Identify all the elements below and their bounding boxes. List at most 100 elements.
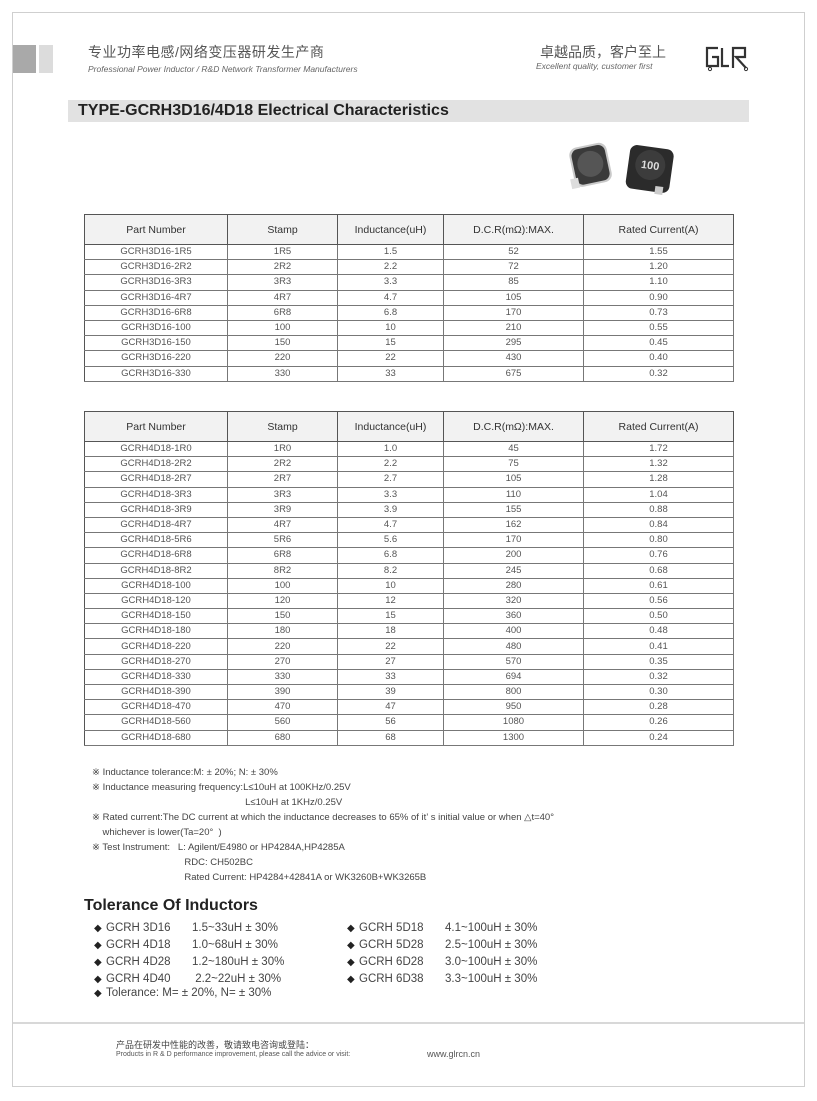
cell-part-number: GCRH4D18-120 [84, 592, 228, 610]
diamond-bullet-icon: ◆ [94, 940, 102, 951]
cell-stamp: 150 [227, 608, 338, 625]
cell-inductance: 18 [337, 623, 444, 640]
model-name: GCRH 3D16 [106, 922, 171, 934]
cell-rated-current: 0.84 [583, 516, 734, 534]
cell-stamp: 220 [227, 638, 338, 655]
table-row: GCRH4D18-3R3 3R3 3.3 110 1.04 [84, 486, 734, 503]
cell-stamp: 680 [227, 729, 338, 746]
diamond-bullet-icon: ◆ [347, 940, 355, 951]
note-line: Rated Current: HP4284+42841A or WK3260B+… [92, 872, 427, 883]
spec-table-3d16: Part Number Stamp Inductance(uH) D.C.R(m… [84, 214, 734, 382]
cell-inductance: 8.2 [337, 562, 444, 579]
col-dcr: D.C.R(mΩ):MAX. [443, 411, 584, 442]
cell-inductance: 2.2 [337, 259, 444, 276]
tolerance-item: ◆ GCRH 4D28 1.2~180uH ± 30% [94, 954, 284, 971]
tolerance-summary-text: Tolerance: M= ± 20%, N= ± 30% [106, 987, 272, 999]
diamond-bullet-icon: ◆ [347, 974, 355, 985]
header-decor-block [39, 45, 53, 73]
table-row: GCRH4D18-4R7 4R7 4.7 162 0.84 [84, 516, 734, 534]
cell-part-number: GCRH4D18-2R2 [84, 456, 228, 473]
tolerance-summary: ◆ Tolerance: M= ± 20%, N= ± 30% [94, 985, 271, 1002]
cell-rated-current: 0.28 [583, 699, 734, 716]
cell-part-number: GCRH4D18-3R3 [84, 486, 228, 503]
cell-inductance: 39 [337, 683, 444, 701]
table-row: GCRH3D16-4R7 4R7 4.7 105 0.90 [84, 289, 734, 306]
cell-part-number: GCRH4D18-4R7 [84, 516, 228, 534]
website-link[interactable]: www.glrcn.cn [427, 1049, 481, 1059]
table-row: GCRH4D18-120 120 12 320 0.56 [84, 592, 734, 610]
cell-dcr: 1080 [443, 714, 584, 731]
table-row: GCRH4D18-100 100 10 280 0.61 [84, 577, 734, 594]
cell-rated-current: 0.48 [583, 623, 734, 640]
col-inductance: Inductance(uH) [337, 214, 444, 245]
cell-dcr: 800 [443, 683, 584, 701]
diamond-bullet-icon: ◆ [347, 923, 355, 934]
cell-part-number: GCRH3D16-100 [84, 319, 228, 337]
cell-part-number: GCRH4D18-1R0 [84, 440, 228, 458]
cell-part-number: GCRH3D16-3R3 [84, 274, 228, 291]
cell-part-number: GCRH3D16-4R7 [84, 289, 228, 306]
cell-inductance: 22 [337, 638, 444, 655]
cell-rated-current: 0.90 [583, 289, 734, 306]
cell-dcr: 72 [443, 259, 584, 276]
model-name: GCRH 4D40 [106, 973, 171, 985]
cell-rated-current: 0.50 [583, 608, 734, 625]
model-name: GCRH 5D18 [359, 922, 424, 934]
cell-inductance: 68 [337, 729, 444, 746]
tolerance-list-right: ◆ GCRH 5D18 4.1~100uH ± 30% ◆ GCRH 5D28 2.5~1… [347, 920, 537, 988]
cell-rated-current: 0.61 [583, 577, 734, 594]
cell-stamp: 5R6 [227, 532, 338, 549]
cell-dcr: 480 [443, 638, 584, 655]
diamond-bullet-icon: ◆ [94, 923, 102, 934]
cell-stamp: 120 [227, 592, 338, 610]
note-line: ※ Inductance tolerance:M: ± 20%; N: ± 30… [92, 767, 278, 778]
table-header-row: Part Number Stamp Inductance(uH) D.C.R(m… [84, 411, 734, 442]
cell-inductance: 22 [337, 350, 444, 367]
diamond-bullet-icon: ◆ [94, 974, 102, 985]
note-line: ※ Rated current:The DC current at which … [92, 812, 555, 823]
cell-inductance: 47 [337, 699, 444, 716]
cell-inductance: 56 [337, 714, 444, 731]
cell-inductance: 6.8 [337, 547, 444, 564]
cell-stamp: 330 [227, 365, 338, 382]
cell-stamp: 560 [227, 714, 338, 731]
cell-part-number: GCRH4D18-5R6 [84, 532, 228, 549]
table-header-row: Part Number Stamp Inductance(uH) D.C.R(m… [84, 214, 734, 245]
cell-rated-current: 0.55 [583, 319, 734, 337]
cell-inductance: 15 [337, 335, 444, 352]
inductance-range: 3.0~100uH ± 30% [445, 956, 538, 968]
table-row: GCRH4D18-560 560 56 1080 0.26 [84, 714, 734, 731]
cell-dcr: 45 [443, 440, 584, 458]
cell-inductance: 27 [337, 653, 444, 670]
cell-part-number: GCRH3D16-1R5 [84, 243, 228, 261]
cell-dcr: 245 [443, 562, 584, 579]
cell-dcr: 280 [443, 577, 584, 594]
cell-rated-current: 0.41 [583, 638, 734, 655]
tolerance-item: ◆ GCRH 5D18 4.1~100uH ± 30% [347, 920, 537, 937]
page-frame [12, 12, 805, 1087]
tolerance-item: ◆ GCRH 4D40 2.2~22uH ± 30% [94, 971, 284, 988]
table-row: GCRH3D16-2R2 2R2 2.2 72 1.20 [84, 259, 734, 276]
cell-rated-current: 0.30 [583, 683, 734, 701]
cell-rated-current: 0.80 [583, 532, 734, 549]
cell-part-number: GCRH4D18-8R2 [84, 562, 228, 579]
cell-inductance: 6.8 [337, 304, 444, 321]
cell-part-number: GCRH3D16-2R2 [84, 259, 228, 276]
col-stamp: Stamp [227, 214, 338, 245]
cell-part-number: GCRH4D18-390 [84, 683, 228, 701]
table-row: GCRH4D18-150 150 15 360 0.50 [84, 608, 734, 625]
col-rated-current: Rated Current(A) [583, 214, 734, 245]
cell-rated-current: 1.32 [583, 456, 734, 473]
tolerance-list-left: ◆ GCRH 3D16 1.5~33uH ± 30% ◆ GCRH 4D18 1.0~68… [94, 920, 284, 988]
tolerance-title: Tolerance Of Inductors [84, 897, 258, 914]
cell-inductance: 33 [337, 668, 444, 686]
table-row: GCRH4D18-330 330 33 694 0.32 [84, 668, 734, 686]
slogan-cn: 卓越品质，客户至上 [540, 44, 666, 60]
cell-stamp: 100 [227, 577, 338, 594]
cell-dcr: 162 [443, 516, 584, 534]
tolerance-item: ◆ GCRH 4D18 1.0~68uH ± 30% [94, 937, 284, 954]
cell-stamp: 1R5 [227, 243, 338, 261]
cell-dcr: 360 [443, 608, 584, 625]
table-row: GCRH3D16-330 330 33 675 0.32 [84, 365, 734, 382]
cell-inductance: 33 [337, 365, 444, 382]
